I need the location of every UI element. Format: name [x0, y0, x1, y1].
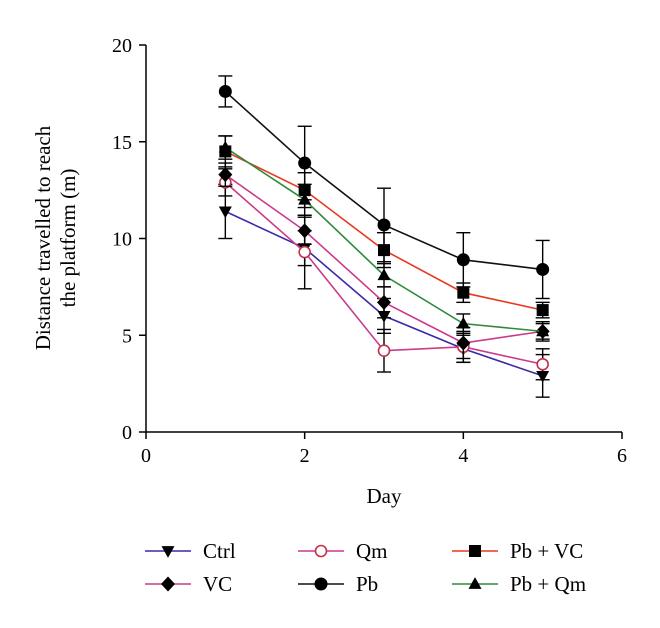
- x-tick-label: 0: [141, 445, 151, 467]
- data-point: [456, 316, 470, 329]
- data-point: [298, 156, 312, 170]
- legend-marker: [468, 577, 482, 589]
- legend: Ctrl Qm Pb + VC VC Pb Pb + Qm: [145, 539, 586, 596]
- y-tick-label: 10: [112, 229, 132, 251]
- y-axis-label-line-2: the platform (m): [56, 169, 80, 308]
- legend-marker: [314, 544, 328, 558]
- series-pb: [218, 75, 550, 300]
- legend-item: Pb + VC: [452, 539, 583, 563]
- y-axis-label: Distance travelled to reach the platform…: [31, 125, 80, 350]
- data-point: [536, 262, 550, 276]
- data-point: [377, 218, 391, 232]
- y-tick-label: 5: [122, 325, 132, 347]
- legend-item: Pb + Qm: [452, 572, 586, 596]
- data-point: [297, 223, 312, 239]
- legend-marker: [469, 545, 481, 557]
- data-point: [377, 294, 391, 310]
- series-layer: [218, 75, 550, 398]
- y-tick-label: 20: [112, 35, 132, 57]
- legend-item: Qm: [298, 539, 388, 563]
- data-point: [218, 206, 232, 219]
- legend-item: Pb: [298, 572, 378, 596]
- y-tick-label: 15: [112, 132, 132, 154]
- legend-label: Pb + VC: [510, 539, 583, 563]
- data-point: [218, 167, 233, 183]
- x-tick-label: 2: [300, 445, 310, 467]
- series-pb-qm: [218, 135, 550, 340]
- data-point: [377, 344, 391, 358]
- data-point: [456, 335, 471, 351]
- data-point: [218, 84, 232, 98]
- data-point: [457, 286, 470, 299]
- data-point: [298, 245, 311, 259]
- legend-marker: [161, 576, 175, 592]
- x-tick-label: 6: [617, 445, 627, 467]
- legend-label: Pb + Qm: [510, 572, 586, 596]
- y-axis-label-line-1: Distance travelled to reach: [31, 125, 55, 350]
- data-point: [536, 357, 549, 371]
- legend-marker: [161, 546, 175, 558]
- data-point: [377, 268, 391, 281]
- data-point: [218, 140, 232, 153]
- x-tick-label: 4: [458, 445, 468, 467]
- legend-label: Qm: [356, 539, 388, 563]
- legend-item: VC: [145, 572, 232, 596]
- y-tick-label: 0: [122, 422, 132, 444]
- data-point: [536, 304, 549, 317]
- ticks: 0 2 4 6 0 5 10 15 20: [112, 35, 627, 467]
- data-point: [298, 192, 312, 205]
- legend-label: Pb: [356, 572, 378, 596]
- legend-label: VC: [203, 572, 232, 596]
- x-axis-label: Day: [367, 484, 402, 508]
- legend-label: Ctrl: [203, 539, 236, 563]
- data-point: [456, 253, 470, 267]
- data-point: [536, 324, 550, 337]
- legend-item: Ctrl: [145, 539, 236, 563]
- legend-marker: [314, 577, 328, 591]
